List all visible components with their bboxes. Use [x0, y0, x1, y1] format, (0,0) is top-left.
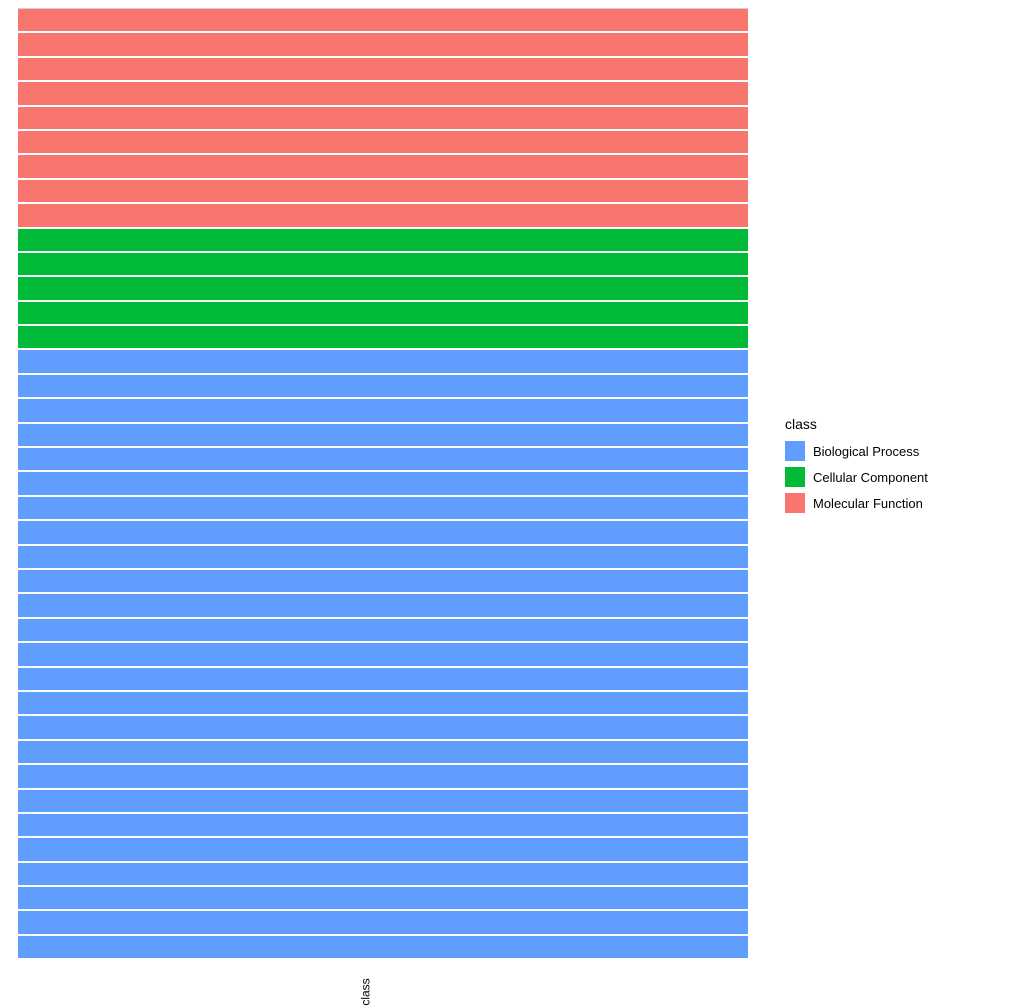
bar-row: [18, 155, 748, 179]
bar-row: [18, 131, 748, 155]
legend-item: Biological Process: [785, 440, 928, 462]
bar-row: [18, 229, 748, 253]
bar-row: [18, 107, 748, 131]
bar-row: [18, 33, 748, 57]
bar-row: [18, 277, 748, 301]
bar-row: [18, 838, 748, 862]
bar-row: [18, 814, 748, 838]
bar-row: [18, 936, 748, 958]
legend-swatch: [785, 467, 805, 487]
bar-row: [18, 399, 748, 423]
bar-row: [18, 302, 748, 326]
bar-row: [18, 765, 748, 789]
bar-row: [18, 180, 748, 204]
legend-item: Molecular Function: [785, 492, 928, 514]
bar-row: [18, 253, 748, 277]
bar-row: [18, 887, 748, 911]
legend-swatch: [785, 493, 805, 513]
chart-container: [18, 8, 748, 958]
bar-row: [18, 497, 748, 521]
bar-row: [18, 448, 748, 472]
legend-label: Molecular Function: [813, 496, 923, 511]
legend-label: Biological Process: [813, 444, 919, 459]
legend-item: Cellular Component: [785, 466, 928, 488]
bar-row: [18, 472, 748, 496]
bar-row: [18, 911, 748, 935]
bar-row: [18, 375, 748, 399]
legend-swatch: [785, 441, 805, 461]
bar-row: [18, 546, 748, 570]
bar-row: [18, 643, 748, 667]
bar-row: [18, 204, 748, 228]
bar-row: [18, 594, 748, 618]
bar-row: [18, 350, 748, 374]
x-axis-label: class: [359, 978, 373, 1005]
bar-row: [18, 521, 748, 545]
legend-title: class: [785, 416, 928, 432]
legend: class Biological Process Cellular Compone…: [785, 416, 928, 518]
legend-label: Cellular Component: [813, 470, 928, 485]
bar-row: [18, 668, 748, 692]
bar-row: [18, 790, 748, 814]
bar-row: [18, 619, 748, 643]
bar-row: [18, 863, 748, 887]
bar-row: [18, 82, 748, 106]
bar-row: [18, 570, 748, 594]
bar-row: [18, 716, 748, 740]
bar-row: [18, 9, 748, 33]
bar-row: [18, 692, 748, 716]
plot-area: [18, 9, 748, 958]
bar-row: [18, 741, 748, 765]
bar-row: [18, 58, 748, 82]
bar-row: [18, 326, 748, 350]
bar-row: [18, 424, 748, 448]
